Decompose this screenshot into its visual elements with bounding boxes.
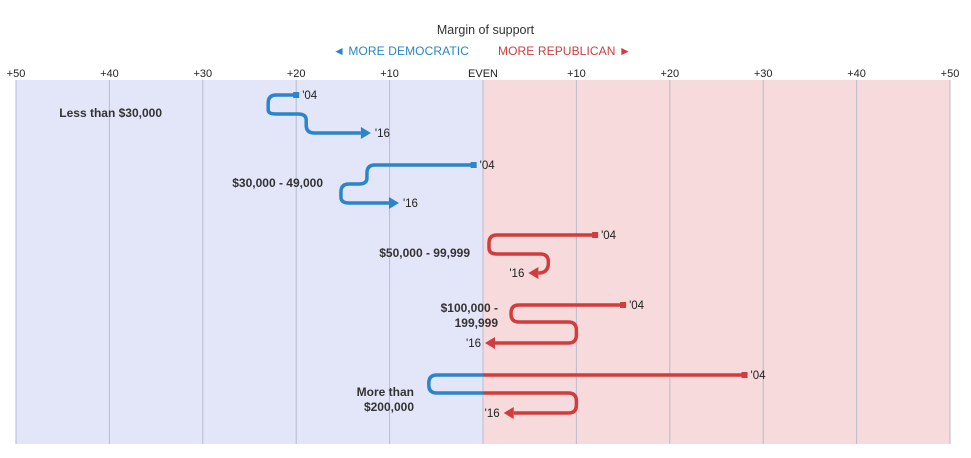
- year-label-2004: '04: [302, 90, 318, 102]
- arrowhead-2016: [388, 197, 399, 209]
- x-tick-label: +40: [100, 68, 119, 80]
- year-label-2016: '16: [403, 198, 418, 210]
- group-label: More than: [357, 385, 414, 399]
- arrowhead-2016: [360, 127, 371, 139]
- trajectory-line: [487, 233, 596, 275]
- group-label: 199,999: [455, 316, 499, 330]
- group-label: $200,000: [364, 400, 414, 414]
- start-marker-2004: [592, 232, 599, 238]
- group-label: $30,000 - 49,000: [232, 176, 323, 190]
- start-marker-2004: [741, 372, 748, 378]
- x-tick-label: +30: [754, 68, 773, 80]
- group-label: $50,000 - 99,999: [379, 246, 470, 260]
- group-label: $100,000 -: [441, 301, 498, 315]
- year-label-2016: '16: [466, 338, 481, 350]
- start-marker-2004: [470, 162, 477, 168]
- year-label-2016: '16: [375, 128, 390, 140]
- more-democratic-label: ◄ MORE DEMOCRATIC: [332, 44, 469, 58]
- democratic-background: [16, 80, 483, 444]
- x-tick-label: +50: [7, 68, 26, 80]
- trajectory-line: [483, 373, 745, 415]
- x-tick-label: +40: [847, 68, 866, 80]
- x-tick-label: +20: [660, 68, 679, 80]
- trajectory-line: [495, 303, 624, 345]
- republican-background: [483, 80, 950, 444]
- more-republican-label: MORE REPUBLICAN ►: [498, 44, 631, 58]
- year-label-2004: '04: [629, 300, 645, 312]
- year-label-2016: '16: [485, 408, 500, 420]
- year-label-2004: '04: [751, 370, 767, 382]
- start-marker-2004: [620, 302, 627, 308]
- trajectory-line: [339, 163, 474, 205]
- x-tick-label: +50: [941, 68, 960, 80]
- x-tick-label: +10: [567, 68, 586, 80]
- chart-title: Margin of support: [436, 23, 535, 37]
- group-label: Less than $30,000: [59, 106, 162, 120]
- arrowhead-2016: [485, 337, 495, 349]
- x-tick-label: EVEN: [468, 68, 498, 80]
- trajectory-line-dem-part: [427, 373, 483, 395]
- trajectory-line: [266, 93, 361, 135]
- x-tick-label: +30: [193, 68, 212, 80]
- year-label-2004: '04: [480, 160, 496, 172]
- year-label-2004: '04: [601, 230, 617, 242]
- year-label-2016: '16: [509, 268, 524, 280]
- arrowhead-2016: [503, 407, 514, 419]
- x-tick-label: +20: [287, 68, 306, 80]
- x-tick-label: +10: [380, 68, 399, 80]
- start-marker-2004: [293, 92, 300, 98]
- arrowhead-2016: [528, 267, 539, 279]
